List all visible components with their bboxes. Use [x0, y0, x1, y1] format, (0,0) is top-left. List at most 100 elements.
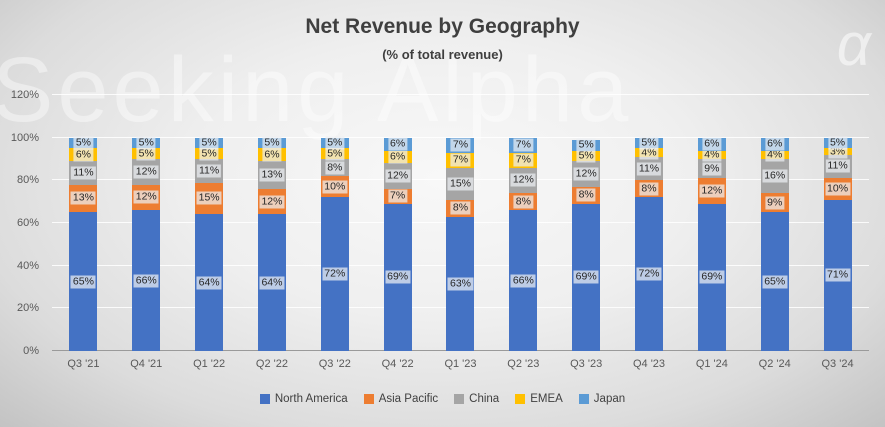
data-label: 65% [762, 275, 788, 289]
bar-segment-asia-pacific: 8% [635, 180, 664, 198]
bar-segment-asia-pacific: 9% [760, 193, 789, 213]
y-tick-label: 100% [10, 131, 39, 144]
x-tick-label: Q3 '22 [318, 358, 351, 370]
bar-segment-north-america: 63% [446, 216, 475, 351]
data-label: 8% [576, 188, 596, 202]
bar-segment-japan: 5% [257, 136, 286, 150]
bar-segment-north-america: 72% [635, 197, 664, 351]
data-label: 63% [447, 277, 473, 291]
data-label: 15% [196, 191, 222, 205]
data-label: 72% [636, 267, 662, 281]
y-tick-label: 0% [23, 345, 39, 357]
data-label: 12% [573, 167, 599, 181]
data-label: 16% [762, 169, 788, 183]
data-label: 72% [322, 267, 348, 281]
x-tick-label: Q1 '23 [444, 358, 477, 370]
data-label: 7% [450, 153, 471, 167]
stacked-bar: 72% 8% 11% 4% 5% [635, 136, 664, 351]
data-label: 12% [133, 165, 159, 179]
bar-segment-china: 8% [320, 159, 349, 177]
data-label: 4% [765, 148, 785, 162]
plot-area: 65% 13% 11% 6% 5% 66% 12% 12% 5% 5% 64% 15% 11% 5% 5% 6… [52, 94, 869, 351]
stacked-bar: 64% 12% 13% 6% 5% [257, 136, 286, 351]
legend-item-emea: EMEA [515, 393, 563, 405]
legend-label: China [469, 393, 500, 405]
data-label: 5% [827, 136, 848, 150]
data-label: 5% [262, 136, 282, 150]
data-label: 6% [262, 148, 282, 162]
stacked-bar: 72% 10% 8% 5% 5% [320, 136, 349, 351]
bar-segment-japan: 5% [195, 136, 224, 150]
bar-segment-japan: 5% [132, 136, 161, 150]
data-label: 13% [259, 168, 285, 182]
bar-segment-japan: 5% [69, 136, 98, 150]
bar-slot: 72% 8% 11% 4% 5% [618, 95, 681, 351]
data-label: 5% [325, 136, 345, 150]
bar-segment-japan: 6% [383, 137, 412, 151]
data-label: 5% [73, 136, 94, 150]
legend-label: EMEA [530, 393, 563, 405]
bar-slot: 72% 10% 8% 5% 5% [303, 95, 366, 351]
bar-segment-asia-pacific: 8% [509, 193, 538, 211]
data-label: 5% [639, 136, 659, 150]
data-label: 8% [513, 195, 533, 209]
x-tick-label: Q2 '23 [507, 358, 540, 370]
bar-segment-japan: 6% [760, 137, 789, 151]
stacked-bar: 63% 8% 15% 7% 7% [446, 137, 475, 351]
data-label: 11% [825, 159, 850, 173]
bar-segment-north-america: 69% [697, 203, 726, 351]
stacked-bar: 71% 10% 11% 3% 5% [823, 136, 852, 351]
bar-slot: 69% 7% 12% 6% 6% [366, 95, 429, 351]
data-label: 11% [71, 166, 96, 180]
data-label: 6% [73, 148, 94, 162]
bar-slot: 65% 9% 16% 4% 6% [743, 95, 806, 351]
bar-segment-north-america: 66% [132, 210, 161, 351]
bar-segment-japan: 6% [697, 137, 726, 151]
bar-segment-asia-pacific: 12% [697, 178, 726, 204]
y-axis: 0% 20% 40% 60% 80% 100% 120% [0, 89, 44, 357]
bar-segment-north-america: 65% [69, 212, 98, 351]
x-tick-label: Q1 '24 [695, 358, 728, 370]
bar-slot: 69% 12% 9% 4% 6% [680, 95, 743, 351]
data-label: 7% [450, 138, 471, 152]
x-tick-label: Q4 '22 [381, 358, 414, 370]
x-axis: Q3 '21 Q4 '21 Q1 '22 Q2 '22 Q3 '22 Q4 '22 Q1 '… [52, 358, 869, 370]
data-label: 15% [447, 177, 473, 191]
stacked-bar: 66% 12% 12% 5% 5% [132, 136, 161, 351]
bar-segment-china: 15% [446, 167, 475, 200]
data-label: 9% [702, 162, 722, 176]
bar-segment-asia-pacific: 8% [572, 186, 601, 204]
bar-segment-asia-pacific: 7% [383, 188, 412, 204]
y-tick-label: 40% [16, 259, 39, 272]
x-tick-label: Q2 '22 [255, 358, 288, 370]
bar-segment-japan: 7% [509, 137, 538, 153]
bar-segment-north-america: 64% [195, 214, 224, 351]
bar-segment-north-america: 69% [572, 203, 601, 351]
bar-slot: 64% 15% 11% 5% 5% [178, 95, 241, 351]
data-label: 7% [513, 138, 533, 152]
legend-item-china: China [454, 393, 499, 405]
bar-segment-emea: 6% [383, 150, 412, 164]
data-label: 64% [259, 276, 285, 290]
data-label: 11% [196, 164, 222, 178]
data-label: 12% [699, 184, 725, 198]
bar-slot: 69% 8% 12% 5% 5% [555, 95, 618, 351]
data-label: 65% [70, 275, 96, 289]
bar-slot: 71% 10% 11% 3% 5% [806, 95, 869, 351]
bar-segment-asia-pacific: 10% [823, 178, 852, 200]
stacked-bar: 69% 7% 12% 6% 6% [383, 137, 412, 351]
chart-subtitle: (% of total revenue) [382, 47, 503, 62]
bar-segment-asia-pacific: 12% [132, 184, 161, 211]
data-label: 6% [388, 150, 408, 164]
x-tick-label: Q4 '23 [632, 358, 666, 370]
data-label: 9% [765, 196, 785, 210]
data-label: 6% [388, 137, 408, 151]
bars-container: 65% 13% 11% 6% 5% 66% 12% 12% 5% 5% 64% 15% 11% 5% 5% 6… [52, 95, 869, 351]
data-label: 10% [825, 182, 851, 196]
data-label: 5% [576, 149, 596, 163]
bar-segment-north-america: 71% [823, 199, 852, 351]
bar-segment-emea: 5% [320, 147, 349, 161]
bar-segment-china: 11% [195, 159, 224, 183]
bar-segment-north-america: 66% [509, 210, 538, 351]
